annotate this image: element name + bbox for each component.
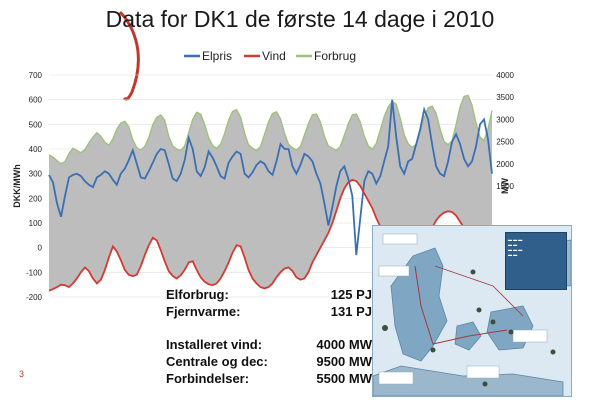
info-label: Fjernvarme:	[166, 304, 241, 319]
y-tick-label: 300	[29, 170, 43, 179]
jutland-shape	[390, 247, 448, 362]
y2-tick-label: 4000	[496, 71, 514, 80]
info-label: Elforbrug:	[166, 287, 229, 302]
y-tick-label: -200	[26, 293, 43, 302]
info-value: 5500 MW	[316, 371, 372, 386]
info-label: Installeret vind:	[166, 337, 263, 352]
info-value: 9500 MW	[316, 354, 372, 369]
info-row: Fjernvarme: 131 PJ	[162, 304, 372, 321]
map-callout	[382, 233, 418, 245]
legend-label-forbrug: Forbrug	[314, 49, 356, 63]
map-drawing	[373, 233, 571, 396]
series-line-elpris	[48, 99, 493, 256]
forbrug-fill-area	[49, 95, 492, 291]
legend-label-vind: Vind	[262, 49, 286, 63]
y-axis-ticks: -200 -100 0 100 200 300 400 500 600 700	[26, 71, 43, 302]
y2-axis-label: MW	[500, 178, 510, 194]
y-tick-label: 0	[38, 244, 43, 253]
y-tick-label: 400	[29, 145, 43, 154]
y2-tick-label: 1500	[496, 182, 514, 191]
page-number: 3	[19, 369, 25, 379]
zealand-shape	[486, 305, 534, 351]
y-tick-label: -100	[26, 268, 43, 277]
transmission-line	[414, 265, 508, 345]
info-value: 131 PJ	[330, 304, 372, 319]
y2-tick-label: 3500	[496, 93, 514, 102]
info-row: Forbindelser: 5500 MW	[162, 371, 372, 388]
info-label: Forbindelser:	[166, 371, 250, 386]
legend: Elpris Vind Forbrug	[184, 49, 356, 63]
y-tick-label: 200	[29, 194, 43, 203]
info-row: Installeret vind: 4000 MW	[162, 337, 372, 354]
denmark-grid-map: ▬ ▬ ▬ ▬ ▬ ▬ ▬ ▬ ▬ ▬	[372, 225, 572, 397]
info-panel: Elforbrug: 125 PJ Fjernvarme: 131 PJ Ins…	[162, 287, 372, 388]
y2-axis-ticks: 1500 2000 2500 3000 3500 4000	[496, 71, 514, 191]
map-callout	[466, 365, 500, 379]
info-row: Elforbrug: 125 PJ	[162, 287, 372, 304]
y2-tick-label: 3000	[496, 115, 514, 124]
map-legend-panel: ▬ ▬ ▬ ▬ ▬ ▬ ▬ ▬ ▬ ▬	[505, 232, 567, 290]
y-axis-label: DKK/MWh	[12, 164, 22, 208]
y-tick-label: 600	[29, 96, 43, 105]
y2-tick-label: 2500	[496, 138, 514, 147]
y-tick-label: 500	[29, 120, 43, 129]
slide-title: Data for DK1 de første 14 dage i 2010	[105, 6, 495, 32]
info-label: Centrale og dec:	[166, 354, 268, 369]
y-tick-label: 100	[29, 219, 43, 228]
y2-tick-label: 2000	[496, 160, 514, 169]
info-value: 4000 MW	[316, 337, 372, 352]
map-callout	[378, 265, 410, 277]
legend-label-elpris: Elpris	[202, 49, 232, 63]
transmission-line	[434, 265, 524, 317]
map-callout	[378, 371, 414, 385]
y-tick-label: 700	[29, 71, 43, 80]
info-row: Centrale og dec: 9500 MW	[162, 354, 372, 371]
info-value: 125 PJ	[330, 287, 372, 302]
wind-turbine-icons	[382, 269, 556, 387]
map-callout	[512, 329, 548, 343]
